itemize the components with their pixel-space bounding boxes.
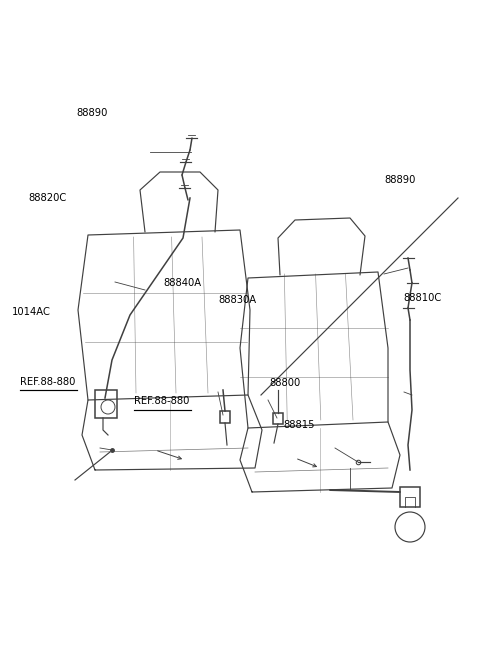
Text: 88890: 88890	[77, 108, 108, 118]
Text: REF.88-880: REF.88-880	[134, 396, 190, 407]
Text: 1014AC: 1014AC	[12, 306, 51, 317]
Bar	[220, 411, 230, 423]
Text: 88840A: 88840A	[163, 278, 201, 289]
Text: 88815: 88815	[283, 420, 315, 430]
Text: 88820C: 88820C	[29, 193, 67, 203]
Text: 88810C: 88810C	[403, 293, 442, 304]
Bar	[273, 413, 283, 424]
Text: 88800: 88800	[270, 378, 301, 388]
Bar	[95, 390, 117, 418]
Text: 88830A: 88830A	[218, 295, 256, 305]
Text: REF.88-880: REF.88-880	[20, 377, 75, 387]
Text: 88890: 88890	[384, 174, 415, 185]
Bar	[400, 487, 420, 507]
